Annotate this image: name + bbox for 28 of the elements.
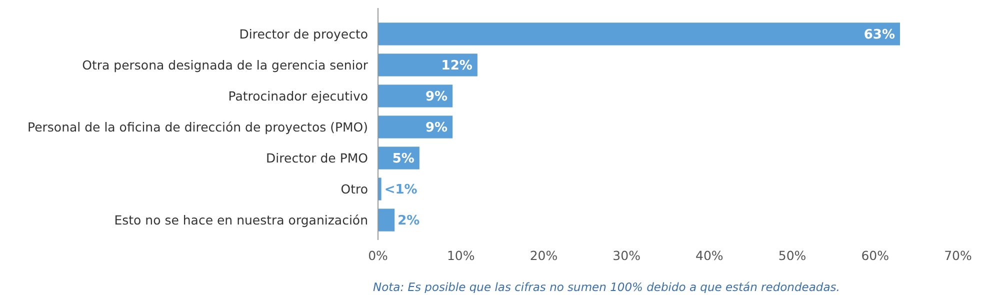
x-tick-label: 50% (778, 248, 806, 263)
bar (378, 208, 395, 232)
x-tick-label: 40% (696, 248, 724, 263)
y-tick-label: Otro (340, 181, 368, 196)
y-tick-label: Director de PMO (266, 150, 368, 166)
data-label: <1% (384, 182, 418, 198)
y-tick-label: Director de proyecto (239, 26, 368, 42)
x-tick-label: 20% (530, 248, 558, 263)
y-tick-label: Esto no se hace en nuestra organización (114, 212, 368, 228)
x-tick-label: 30% (612, 248, 641, 263)
bar (378, 116, 453, 138)
y-tick-label: Personal de la oficina de dirección de proyectos (PMO) (27, 119, 368, 134)
bar (378, 178, 382, 200)
bar (378, 84, 453, 108)
x-tick-label: 10% (446, 248, 475, 263)
x-tick-label: 70% (944, 248, 972, 263)
bar (378, 54, 478, 76)
x-tick-label: 0% (368, 248, 388, 263)
data-label: 5% (392, 152, 414, 167)
y-tick-label: Patrocinador ejecutivo (228, 88, 368, 104)
data-label: 63% (864, 28, 895, 43)
data-label: 9% (425, 90, 448, 105)
data-label: 12% (441, 58, 472, 74)
x-tick-label: 60% (861, 248, 890, 263)
data-label: 9% (425, 120, 448, 136)
data-label: 2% (398, 214, 420, 229)
y-tick-label: Otra persona designada de la gerencia senior (82, 57, 369, 72)
bar (378, 22, 900, 46)
